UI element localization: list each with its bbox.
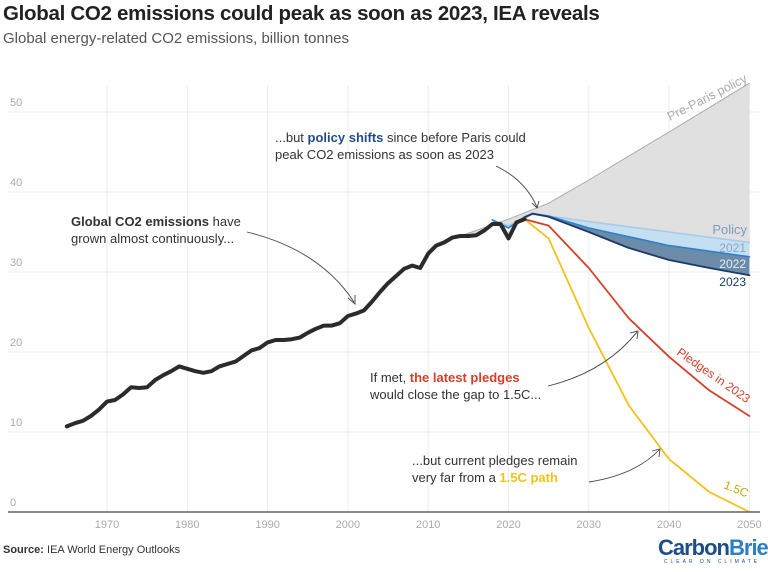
label-policy-2023: 2023 bbox=[719, 275, 746, 289]
annotation-history-line2: grown almost continuously... bbox=[71, 231, 234, 246]
label-policy-2022: 2022 bbox=[719, 257, 746, 271]
policy-2022-area bbox=[524, 213, 750, 276]
annotation-pledges-arrow bbox=[547, 331, 638, 387]
label-policy: Policy bbox=[712, 222, 747, 237]
y-tick-label: 0 bbox=[10, 497, 16, 509]
historical-emissions-line bbox=[64, 217, 527, 429]
x-tick-label: 2010 bbox=[416, 519, 440, 531]
logo-wordmark: CarbonBrief bbox=[658, 535, 768, 560]
annotation-policy-pre: ...but bbox=[275, 130, 308, 145]
x-tick-label: 2040 bbox=[657, 519, 681, 531]
y-tick-label: 50 bbox=[10, 97, 22, 109]
logo-tagline: CLEAR ON CLIMATE bbox=[663, 559, 761, 565]
annotation-history-bold: Global CO2 emissions bbox=[71, 214, 209, 229]
x-tick-label: 2000 bbox=[336, 519, 360, 531]
annotation-policy-arrow bbox=[495, 165, 538, 208]
annotation-history-arrow bbox=[246, 231, 355, 303]
y-tick-label: 20 bbox=[10, 337, 22, 349]
x-tick-label: 2030 bbox=[577, 519, 601, 531]
annotation-1-5c-arrow bbox=[588, 449, 660, 483]
x-tick-label: 2050 bbox=[737, 519, 761, 531]
arrow-head bbox=[531, 200, 540, 209]
y-tick-label: 30 bbox=[10, 257, 22, 269]
carbonbrief-logo: CarbonBrief CLEAR ON CLIMATE bbox=[658, 535, 768, 566]
annotation-1-5c-line1: ...but current pledges remain bbox=[412, 453, 577, 468]
annotation-policy-line2: peak CO2 emissions as soon as 2023 bbox=[275, 147, 494, 162]
pledges-line bbox=[523, 218, 751, 417]
label-policy-2021: 2021 bbox=[719, 241, 746, 255]
x-tick-label: 2020 bbox=[496, 519, 520, 531]
label-pledges: Pledges in 2023 bbox=[674, 345, 753, 406]
policy-2023-line bbox=[523, 212, 751, 277]
annotation-pledges-line2: would close the gap to 1.5C... bbox=[369, 387, 541, 402]
arrow-head bbox=[651, 448, 661, 458]
y-tick-label: 10 bbox=[10, 417, 22, 429]
annotation-1-5c-pre: very far from a bbox=[412, 470, 499, 485]
annotation-pledges-bold: the latest pledges bbox=[410, 370, 520, 385]
arrow-head bbox=[629, 330, 639, 340]
annotation-policy-bold: policy shifts bbox=[308, 130, 384, 145]
x-tick-label: 1970 bbox=[95, 519, 119, 531]
annotation-1-5c: ...but current pledges remain very far f… bbox=[412, 453, 581, 485]
scenario-areas bbox=[460, 83, 750, 276]
source-text: IEA World Energy Outlooks bbox=[47, 544, 181, 556]
label-1-5c: 1.5C bbox=[722, 478, 751, 501]
logo-part1: Carbon bbox=[658, 535, 730, 560]
annotation-policy: ...but policy shifts since before Paris … bbox=[275, 130, 529, 162]
chart-title: Global CO2 emissions could peak as soon … bbox=[3, 2, 600, 25]
annotation-pledges: If met, the latest pledges would close t… bbox=[369, 370, 541, 402]
series-lines bbox=[64, 82, 751, 513]
path-1-5c-line bbox=[523, 218, 751, 513]
policy-2021-area bbox=[492, 213, 750, 257]
x-tick-label: 1990 bbox=[255, 519, 279, 531]
gridlines bbox=[8, 85, 760, 512]
arrow-head bbox=[347, 295, 356, 305]
chart-subtitle: Global energy-related CO2 emissions, bil… bbox=[3, 30, 350, 47]
annotation-1-5c-bold: 1.5C path bbox=[499, 470, 558, 485]
source-note: Source: IEA World Energy Outlooks bbox=[3, 544, 180, 556]
annotation-history: Global CO2 emissions have grown almost c… bbox=[71, 214, 244, 246]
logo-part2: Brief bbox=[729, 535, 768, 560]
pre-paris-area bbox=[460, 83, 750, 243]
annotation-policy-rest: since before Paris could bbox=[383, 130, 525, 145]
annotation-pledges-pre: If met, bbox=[370, 370, 410, 385]
annotation-history-rest: have bbox=[209, 214, 241, 229]
x-tick-label: 1980 bbox=[175, 519, 199, 531]
source-label: Source: bbox=[3, 544, 44, 556]
y-tick-label: 40 bbox=[10, 177, 22, 189]
